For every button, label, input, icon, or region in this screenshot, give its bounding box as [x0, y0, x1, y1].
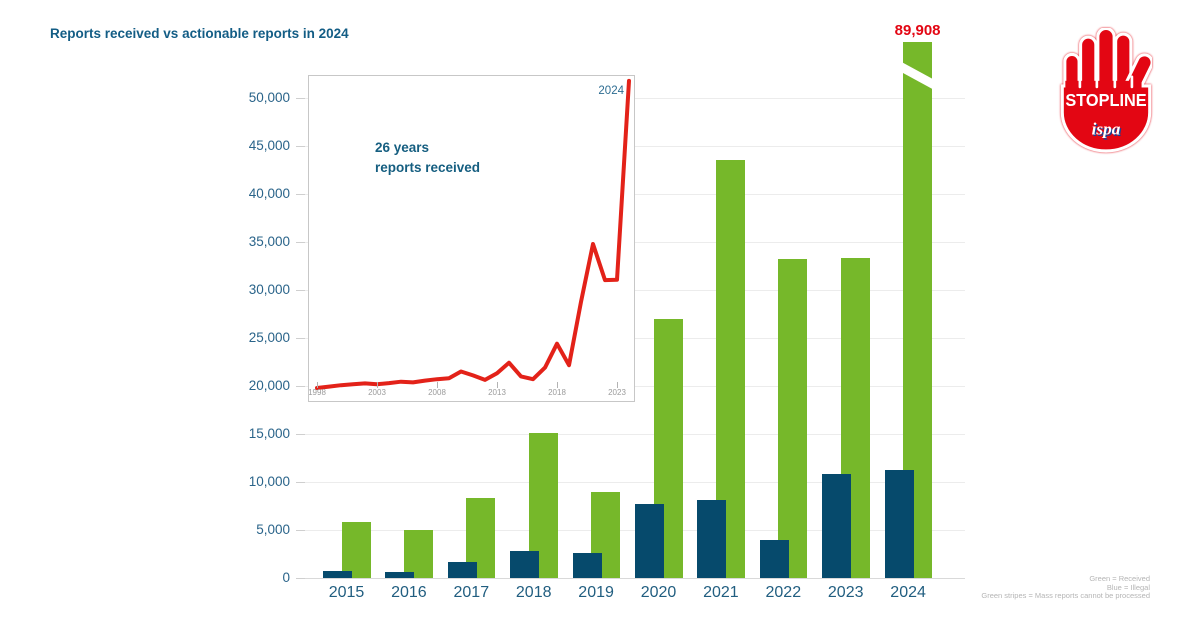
palm	[1060, 84, 1152, 153]
y-axis-label: 5,000	[256, 522, 290, 537]
inset-x-label-1998: 1998	[308, 388, 326, 397]
inset-x-label-2018: 2018	[548, 388, 566, 397]
y-tick	[296, 386, 305, 387]
y-tick	[296, 338, 305, 339]
y-tick	[296, 578, 305, 579]
inset-x-tick	[617, 382, 618, 388]
y-tick	[296, 146, 305, 147]
inset-x-label-2003: 2003	[368, 388, 386, 397]
x-axis-label-2023: 2023	[827, 584, 864, 601]
bar-illegal-2023	[822, 474, 852, 578]
y-tick	[296, 290, 305, 291]
bar-received-2015	[341, 522, 371, 578]
bar-illegal-2019	[572, 553, 602, 578]
gridline	[305, 482, 965, 483]
inset-caption: 26 years reports received	[375, 138, 480, 178]
y-axis-label: 40,000	[248, 186, 290, 201]
x-axis-label-2018: 2018	[515, 584, 552, 601]
bar-illegal-2017	[447, 561, 477, 578]
gridline	[305, 434, 965, 435]
inset-line-chart: 26 years reports received 2024 1998 2003 2…	[308, 75, 635, 402]
y-axis-label: 35,000	[248, 234, 290, 249]
x-axis-label-2017: 2017	[453, 584, 490, 601]
inset-x-tick	[557, 382, 558, 388]
data-label-2024: 89,908	[894, 22, 941, 39]
y-axis-label: 0	[282, 570, 290, 585]
x-axis-label-2022: 2022	[765, 584, 802, 601]
ispa-wordmark: ispa	[1092, 120, 1121, 139]
inset-x-label-2008: 2008	[428, 388, 446, 397]
y-tick	[296, 194, 305, 195]
y-axis-label: 10,000	[248, 474, 290, 489]
stop-hand-icon: STOPLINE ispa ispa	[1060, 26, 1154, 153]
bar-received-2016	[403, 530, 433, 578]
inset-caption-line1: 26 years	[375, 140, 430, 155]
y-axis-label: 15,000	[248, 426, 290, 441]
inset-x-tick	[497, 382, 498, 388]
bar-illegal-2018	[510, 551, 540, 578]
y-axis-label: 50,000	[248, 90, 290, 105]
gridline	[305, 242, 965, 243]
y-axis-label: 25,000	[248, 330, 290, 345]
stopline-wordmark: STOPLINE	[1065, 90, 1146, 110]
legend-line-illegal: Blue = Illegal	[1106, 582, 1150, 592]
y-axis-label: 45,000	[248, 138, 290, 153]
gridline	[305, 98, 965, 99]
y-tick	[296, 434, 305, 435]
x-axis-baseline	[305, 578, 965, 579]
x-axis-label-2016: 2016	[391, 584, 427, 601]
y-tick	[296, 98, 305, 99]
inset-x-tick	[437, 382, 438, 388]
y-axis-label: 20,000	[248, 378, 290, 393]
bar-illegal-2021	[697, 500, 727, 578]
inset-line-series	[315, 78, 631, 390]
y-axis-label: 30,000	[248, 282, 290, 297]
x-axis-label-2015: 2015	[328, 584, 365, 601]
palm-finger-join	[1065, 80, 1142, 91]
reports-trend-line	[315, 78, 631, 390]
x-axis-label-2021: 2021	[703, 584, 739, 601]
legend-line-stripes: Green stripes = Mass reports cannot be p…	[981, 591, 1150, 601]
gridline	[305, 146, 965, 147]
stopline-ispa-logo: STOPLINE ispa ispa	[1060, 26, 1154, 154]
bar-illegal-2024	[884, 470, 914, 578]
page-title: Reports received vs actionable reports i…	[50, 26, 349, 41]
inset-end-year-label: 2024	[598, 85, 624, 97]
ispa-wordmark-shadow: ispa	[1093, 121, 1122, 140]
bar-illegal-2015	[323, 571, 352, 578]
inset-x-label-2023: 2023	[608, 388, 626, 397]
x-axis-label-2019: 2019	[578, 584, 614, 601]
y-tick	[296, 530, 305, 531]
y-tick	[296, 242, 305, 243]
bar-received-2022	[778, 259, 808, 578]
inset-x-tick	[377, 382, 378, 388]
x-axis-label-2020: 2020	[640, 584, 677, 601]
x-axis-label-2024: 2024	[890, 584, 926, 601]
gridline	[305, 338, 965, 339]
bar-illegal-2016	[385, 572, 415, 578]
bar-illegal-2020	[635, 504, 664, 578]
inset-caption-line2: reports received	[375, 160, 481, 175]
gridline	[305, 194, 965, 195]
gridline	[305, 290, 965, 291]
legend: Green = Received Blue = Illegal Green st…	[981, 574, 1150, 601]
bar-illegal-2022	[759, 539, 789, 578]
y-tick	[296, 482, 305, 483]
gridline	[305, 386, 965, 387]
legend-line-received: Green = Received	[1089, 574, 1150, 583]
inset-x-label-2013: 2013	[488, 388, 506, 397]
inset-x-tick	[317, 382, 318, 388]
